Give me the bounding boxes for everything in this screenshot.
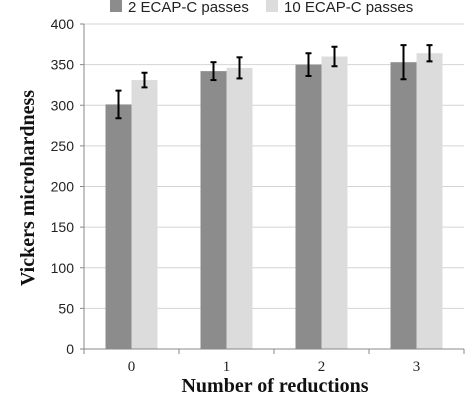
x-tick-labels: 0 1 2 3 — [128, 359, 421, 375]
error-bars — [115, 44, 433, 120]
y-tick-label: 50 — [58, 300, 74, 316]
bar-series-1-3 — [390, 62, 417, 349]
bar-series-1-0 — [105, 104, 132, 349]
bar-series-2-2 — [321, 56, 348, 349]
legend-label-series-2: 10 ECAP-C passes — [284, 0, 413, 16]
y-tick-label: 400 — [51, 16, 75, 32]
x-tick-label: 1 — [223, 359, 231, 375]
y-tick-labels: 0 50 100 150 200 250 300 350 400 — [51, 16, 75, 357]
x-tick-label: 2 — [318, 359, 326, 375]
bar-series-1-2 — [295, 64, 322, 349]
y-tick-label: 0 — [66, 341, 74, 357]
y-tick-label: 350 — [51, 57, 75, 73]
y-tick-label: 300 — [51, 97, 75, 113]
bar-series-2-3 — [416, 53, 443, 349]
bars — [105, 53, 443, 349]
x-tick-label: 3 — [413, 359, 421, 375]
y-tick-label: 100 — [51, 260, 75, 276]
bar-series-1-1 — [200, 71, 227, 349]
y-axis-title: Vickers microhardness — [17, 90, 39, 286]
legend-label-series-1: 2 ECAP-C passes — [128, 0, 249, 16]
y-tick-label: 200 — [51, 179, 75, 195]
legend: 2 ECAP-C passes 10 ECAP-C passes — [110, 0, 413, 16]
y-tick-label: 150 — [51, 219, 75, 235]
bar-series-2-0 — [131, 80, 158, 349]
legend-swatch-series-1 — [110, 0, 122, 12]
y-tick-label: 250 — [51, 138, 75, 154]
x-tick-label: 0 — [128, 359, 136, 375]
x-axis-title: Number of reductions — [181, 375, 368, 397]
legend-swatch-series-2 — [266, 0, 278, 12]
bar-series-2-1 — [226, 67, 253, 349]
axes — [80, 23, 465, 354]
